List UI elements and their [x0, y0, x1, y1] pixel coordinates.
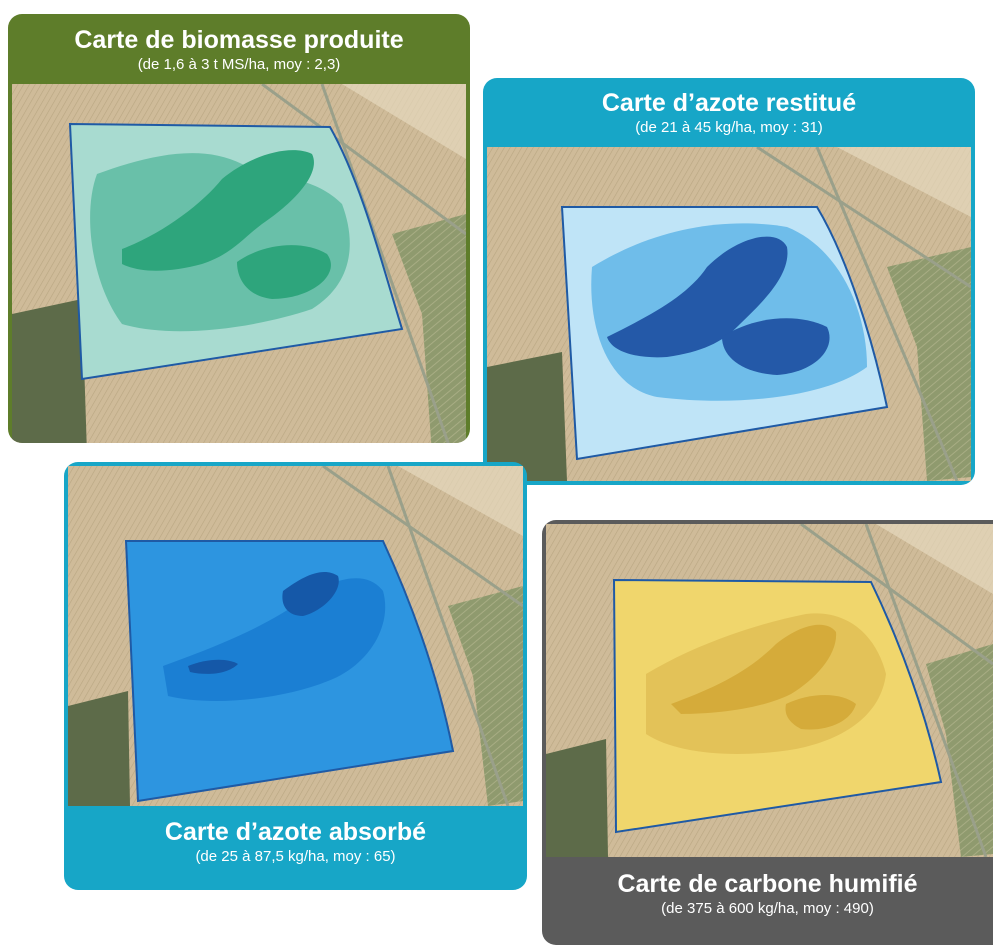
crop-parcel — [448, 586, 523, 806]
field-parcel — [806, 524, 993, 594]
map-card-azote-restitue: Carte d’azote restitué (de 21 à 45 kg/ha… — [483, 78, 975, 485]
zone-high — [671, 624, 837, 714]
zone-high — [722, 318, 830, 375]
farmstead — [546, 739, 608, 857]
map-title: Carte d’azote restitué — [601, 89, 857, 117]
road — [864, 524, 988, 857]
crop-parcel — [392, 214, 466, 443]
map-header: Carte de biomasse produite (de 1,6 à 3 t… — [8, 26, 470, 74]
zone-high — [188, 659, 238, 674]
map-title: Carte de biomasse produite — [74, 26, 404, 54]
field-parcel — [767, 147, 971, 217]
road — [322, 466, 523, 608]
crop-parcel — [926, 644, 993, 857]
map-card-carbone-humifie: Carte de carbone humifié (de 375 à 600 k… — [542, 520, 993, 945]
map-subtitle: (de 375 à 600 kg/ha, moy : 490) — [661, 900, 874, 917]
map-title: Carte de carbone humifié — [617, 870, 918, 898]
map-header: Carte d’azote restitué (de 21 à 45 kg/ha… — [483, 89, 975, 137]
road — [815, 147, 959, 481]
aerial-map-carbone-humifie — [546, 524, 993, 857]
zone-high — [237, 245, 331, 299]
aerial-map-azote-restitue — [487, 147, 971, 481]
map-card-biomasse: Carte de biomasse produite (de 1,6 à 3 t… — [8, 14, 470, 443]
map-header: Carte d’azote absorbé (de 25 à 87,5 kg/h… — [64, 818, 527, 866]
road — [386, 466, 510, 806]
field-parcel — [328, 466, 523, 536]
farmstead — [487, 352, 567, 481]
map-header: Carte de carbone humifié (de 375 à 600 k… — [542, 870, 993, 918]
crop-parcel — [887, 247, 971, 481]
map-subtitle: (de 21 à 45 kg/ha, moy : 31) — [635, 119, 823, 136]
map-subtitle: (de 1,6 à 3 t MS/ha, moy : 2,3) — [137, 56, 341, 73]
map-subtitle: (de 25 à 87,5 kg/ha, moy : 65) — [195, 848, 396, 865]
road — [320, 84, 450, 443]
aerial-map-azote-absorbe — [68, 466, 523, 806]
map-card-azote-absorbe: Carte d’azote absorbé (de 25 à 87,5 kg/h… — [64, 462, 527, 890]
zone-high — [282, 571, 339, 616]
road — [261, 84, 466, 236]
map-title: Carte d’azote absorbé — [164, 818, 427, 846]
field-parcel — [262, 84, 466, 159]
road — [800, 524, 993, 666]
zone-high — [122, 150, 314, 271]
farmstead — [68, 691, 130, 806]
road — [756, 147, 971, 289]
zone-high — [607, 236, 788, 358]
aerial-map-biomasse — [12, 84, 466, 443]
zone-high — [785, 695, 856, 730]
farmstead — [12, 299, 87, 443]
